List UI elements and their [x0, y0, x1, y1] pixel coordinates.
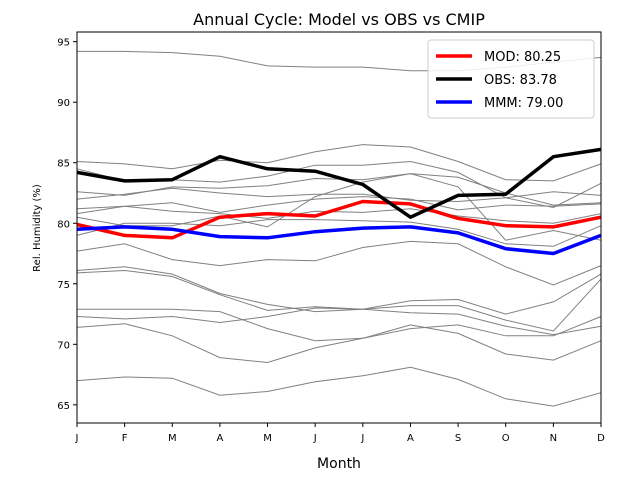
- legend-item-mmm: MMM: 79.00: [436, 96, 563, 111]
- cmip-series-line: [76, 205, 602, 224]
- legend: MOD: 80.25 OBS: 83.78 MMM: 79.00: [427, 39, 595, 119]
- mmm-series-line: [76, 225, 602, 256]
- legend-label: MOD: 80.25: [484, 50, 561, 65]
- legend-label: MMM: 79.00: [484, 96, 563, 111]
- x-tick-label: F: [122, 433, 128, 444]
- legend-item-mod: MOD: 80.25: [436, 50, 561, 65]
- y-tick-label: 75: [57, 280, 70, 291]
- obs-series-line: [76, 147, 602, 219]
- x-tick-label: A: [407, 433, 414, 444]
- x-tick-label: J: [313, 433, 317, 444]
- x-tick-label: D: [597, 433, 605, 444]
- y-tick-label: 90: [57, 98, 70, 109]
- plot-frame: [76, 31, 602, 424]
- legend-item-obs: OBS: 83.78: [436, 73, 557, 88]
- cmip-series-line: [76, 196, 602, 213]
- cmip-series-line: [76, 173, 602, 241]
- y-tick-label: 80: [57, 219, 70, 230]
- cmip-series-line: [76, 219, 602, 247]
- cmip-series-line: [76, 316, 602, 364]
- x-tick-label: O: [502, 433, 510, 444]
- legend-label: OBS: 83.78: [484, 73, 557, 88]
- legend-box: [427, 39, 595, 119]
- mod-series-line: [76, 199, 602, 240]
- cmip-series-line: [76, 366, 602, 407]
- y-tick-label: 65: [57, 401, 70, 412]
- highlight-lines: [76, 147, 602, 256]
- x-tick-label: M: [168, 433, 177, 444]
- x-tick-label: M: [263, 433, 272, 444]
- y-axis-label: Rel. Humidity (%): [32, 184, 43, 272]
- x-tick-label: J: [360, 433, 364, 444]
- y-tick-label: 85: [57, 159, 70, 170]
- cmip-series-line: [76, 266, 602, 332]
- y-tick-label: 70: [57, 340, 70, 351]
- chart-title: Annual Cycle: Model vs OBS vs CMIP: [193, 10, 485, 29]
- cmip-series-line: [77, 308, 602, 361]
- cmip-lines: [76, 50, 602, 407]
- cmip-series-line: [76, 160, 602, 209]
- cmip-series-line: [76, 240, 602, 286]
- x-tick-label: A: [216, 433, 223, 444]
- x-axis-label: Month: [317, 456, 361, 472]
- x-tick-label: N: [550, 433, 557, 444]
- cmip-series-line: [76, 144, 602, 182]
- cmip-series-line: [76, 307, 602, 336]
- cmip-series-line: [76, 269, 602, 315]
- axes: 65 70 75 80 85 90 95 J F M A M J J A S O N D: [57, 31, 605, 444]
- y-tick-label: 95: [57, 38, 70, 49]
- x-tick-label: J: [75, 433, 79, 444]
- x-tick-label: S: [455, 433, 461, 444]
- cmip-series-line: [76, 187, 602, 203]
